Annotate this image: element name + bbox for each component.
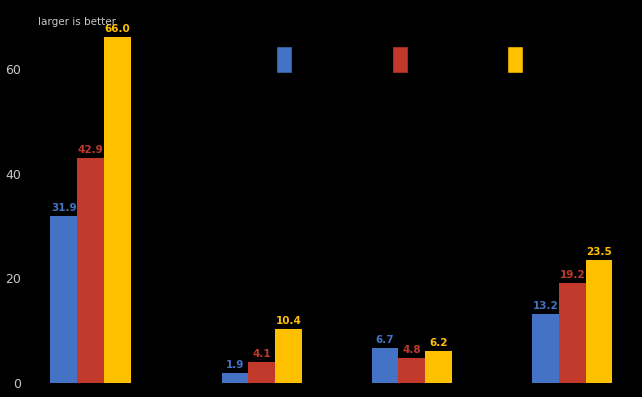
Text: 6.7: 6.7 [376,335,394,345]
Text: 4.8: 4.8 [403,345,421,355]
Text: 6.2: 6.2 [429,338,447,348]
Text: 42.9: 42.9 [78,145,103,155]
Bar [398,358,425,384]
Text: 23.5: 23.5 [586,247,612,257]
Text: 4.1: 4.1 [252,349,271,359]
Text: 13.2: 13.2 [533,301,559,311]
Text: 66.0: 66.0 [105,24,130,34]
Bar [50,216,77,384]
Bar [586,260,612,384]
Bar [221,374,248,384]
Bar [248,362,275,384]
Bar [532,314,559,384]
Bar [372,348,398,384]
Bar [425,351,452,384]
Text: 19.2: 19.2 [559,270,585,279]
Text: 1.9: 1.9 [226,360,244,370]
Text: larger is better: larger is better [39,17,116,27]
Bar [104,37,131,384]
Bar [77,158,104,384]
Bar [559,283,586,384]
Text: 10.4: 10.4 [275,316,302,326]
Bar [275,329,302,384]
Text: 31.9: 31.9 [51,203,76,213]
